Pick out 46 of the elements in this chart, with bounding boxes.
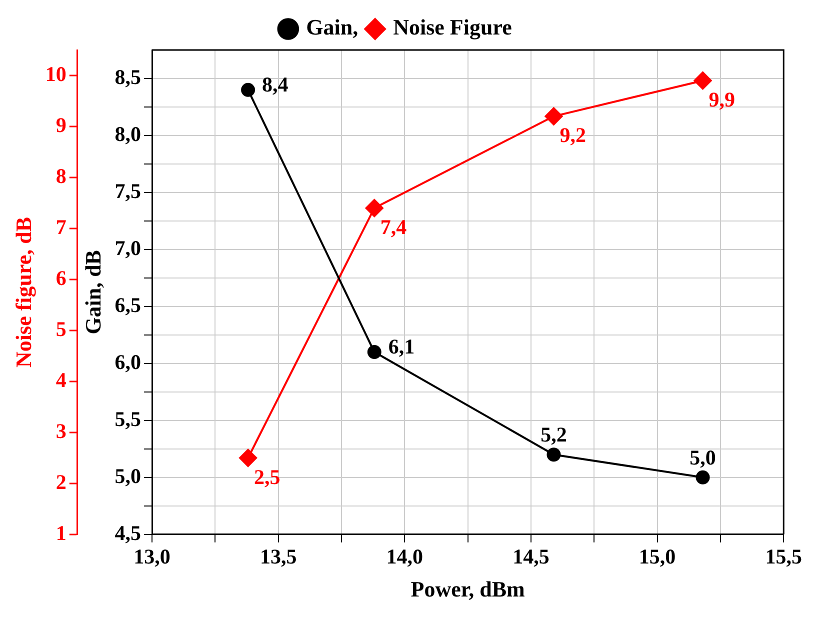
y-tick-label: 5,5 <box>114 406 142 431</box>
y-tick-label: 4,5 <box>114 520 142 545</box>
point <box>544 107 563 126</box>
x-tick-label: 15,0 <box>638 544 676 568</box>
y-tick-label: 7,0 <box>114 236 142 260</box>
y-tick-label: 8,0 <box>114 122 142 146</box>
point <box>239 448 258 467</box>
y2-tick-label: 1 <box>56 520 66 545</box>
data-label: 2,5 <box>254 464 280 489</box>
point <box>546 448 561 462</box>
y2-tick-label: 10 <box>45 62 66 86</box>
x-tick-label: 14,5 <box>512 544 550 568</box>
data-label: 9,2 <box>560 123 586 148</box>
y2-tick-label: 9 <box>56 112 66 137</box>
y-tick-label: 6,0 <box>114 350 142 374</box>
y-tick-label: 6,5 <box>114 292 142 317</box>
y-tick-label: 8,5 <box>114 64 142 89</box>
data-label: 6,1 <box>388 334 415 358</box>
y2-tick-label: 8 <box>56 164 66 188</box>
y2-tick-label: 7 <box>56 214 66 239</box>
y2-tick-label: 5 <box>56 316 66 341</box>
legend-label: Noise Figure <box>393 14 512 40</box>
x-tick-label: 14,0 <box>386 544 424 568</box>
data-label: 5,2 <box>540 422 567 447</box>
point <box>241 82 256 97</box>
x-tick-label: 13,5 <box>260 544 297 568</box>
data-label: 8,4 <box>262 72 289 96</box>
point <box>367 345 382 360</box>
x-tick-label: 15,5 <box>765 544 802 568</box>
x-axis-title: Power, dBm <box>410 576 525 602</box>
y2-tick-label: 6 <box>56 266 66 290</box>
data-label: 7,4 <box>380 214 408 239</box>
y2-tick-label: 4 <box>56 368 67 392</box>
y2-tick-label: 3 <box>56 418 66 443</box>
y-axis-title: Gain, dB <box>80 250 106 334</box>
data-label: 5,0 <box>690 445 716 470</box>
y-tick-label: 5,0 <box>114 464 142 488</box>
point <box>696 470 710 484</box>
y2-tick-label: 2 <box>56 470 66 494</box>
x-tick-label: 13,0 <box>134 544 170 568</box>
point <box>694 72 712 90</box>
legend-label: Gain, <box>306 14 358 40</box>
y-tick-label: 7,5 <box>114 178 142 203</box>
y2-axis-title: Noise figure, dB <box>10 216 36 368</box>
data-label: 9,9 <box>708 88 736 112</box>
point <box>365 199 384 218</box>
